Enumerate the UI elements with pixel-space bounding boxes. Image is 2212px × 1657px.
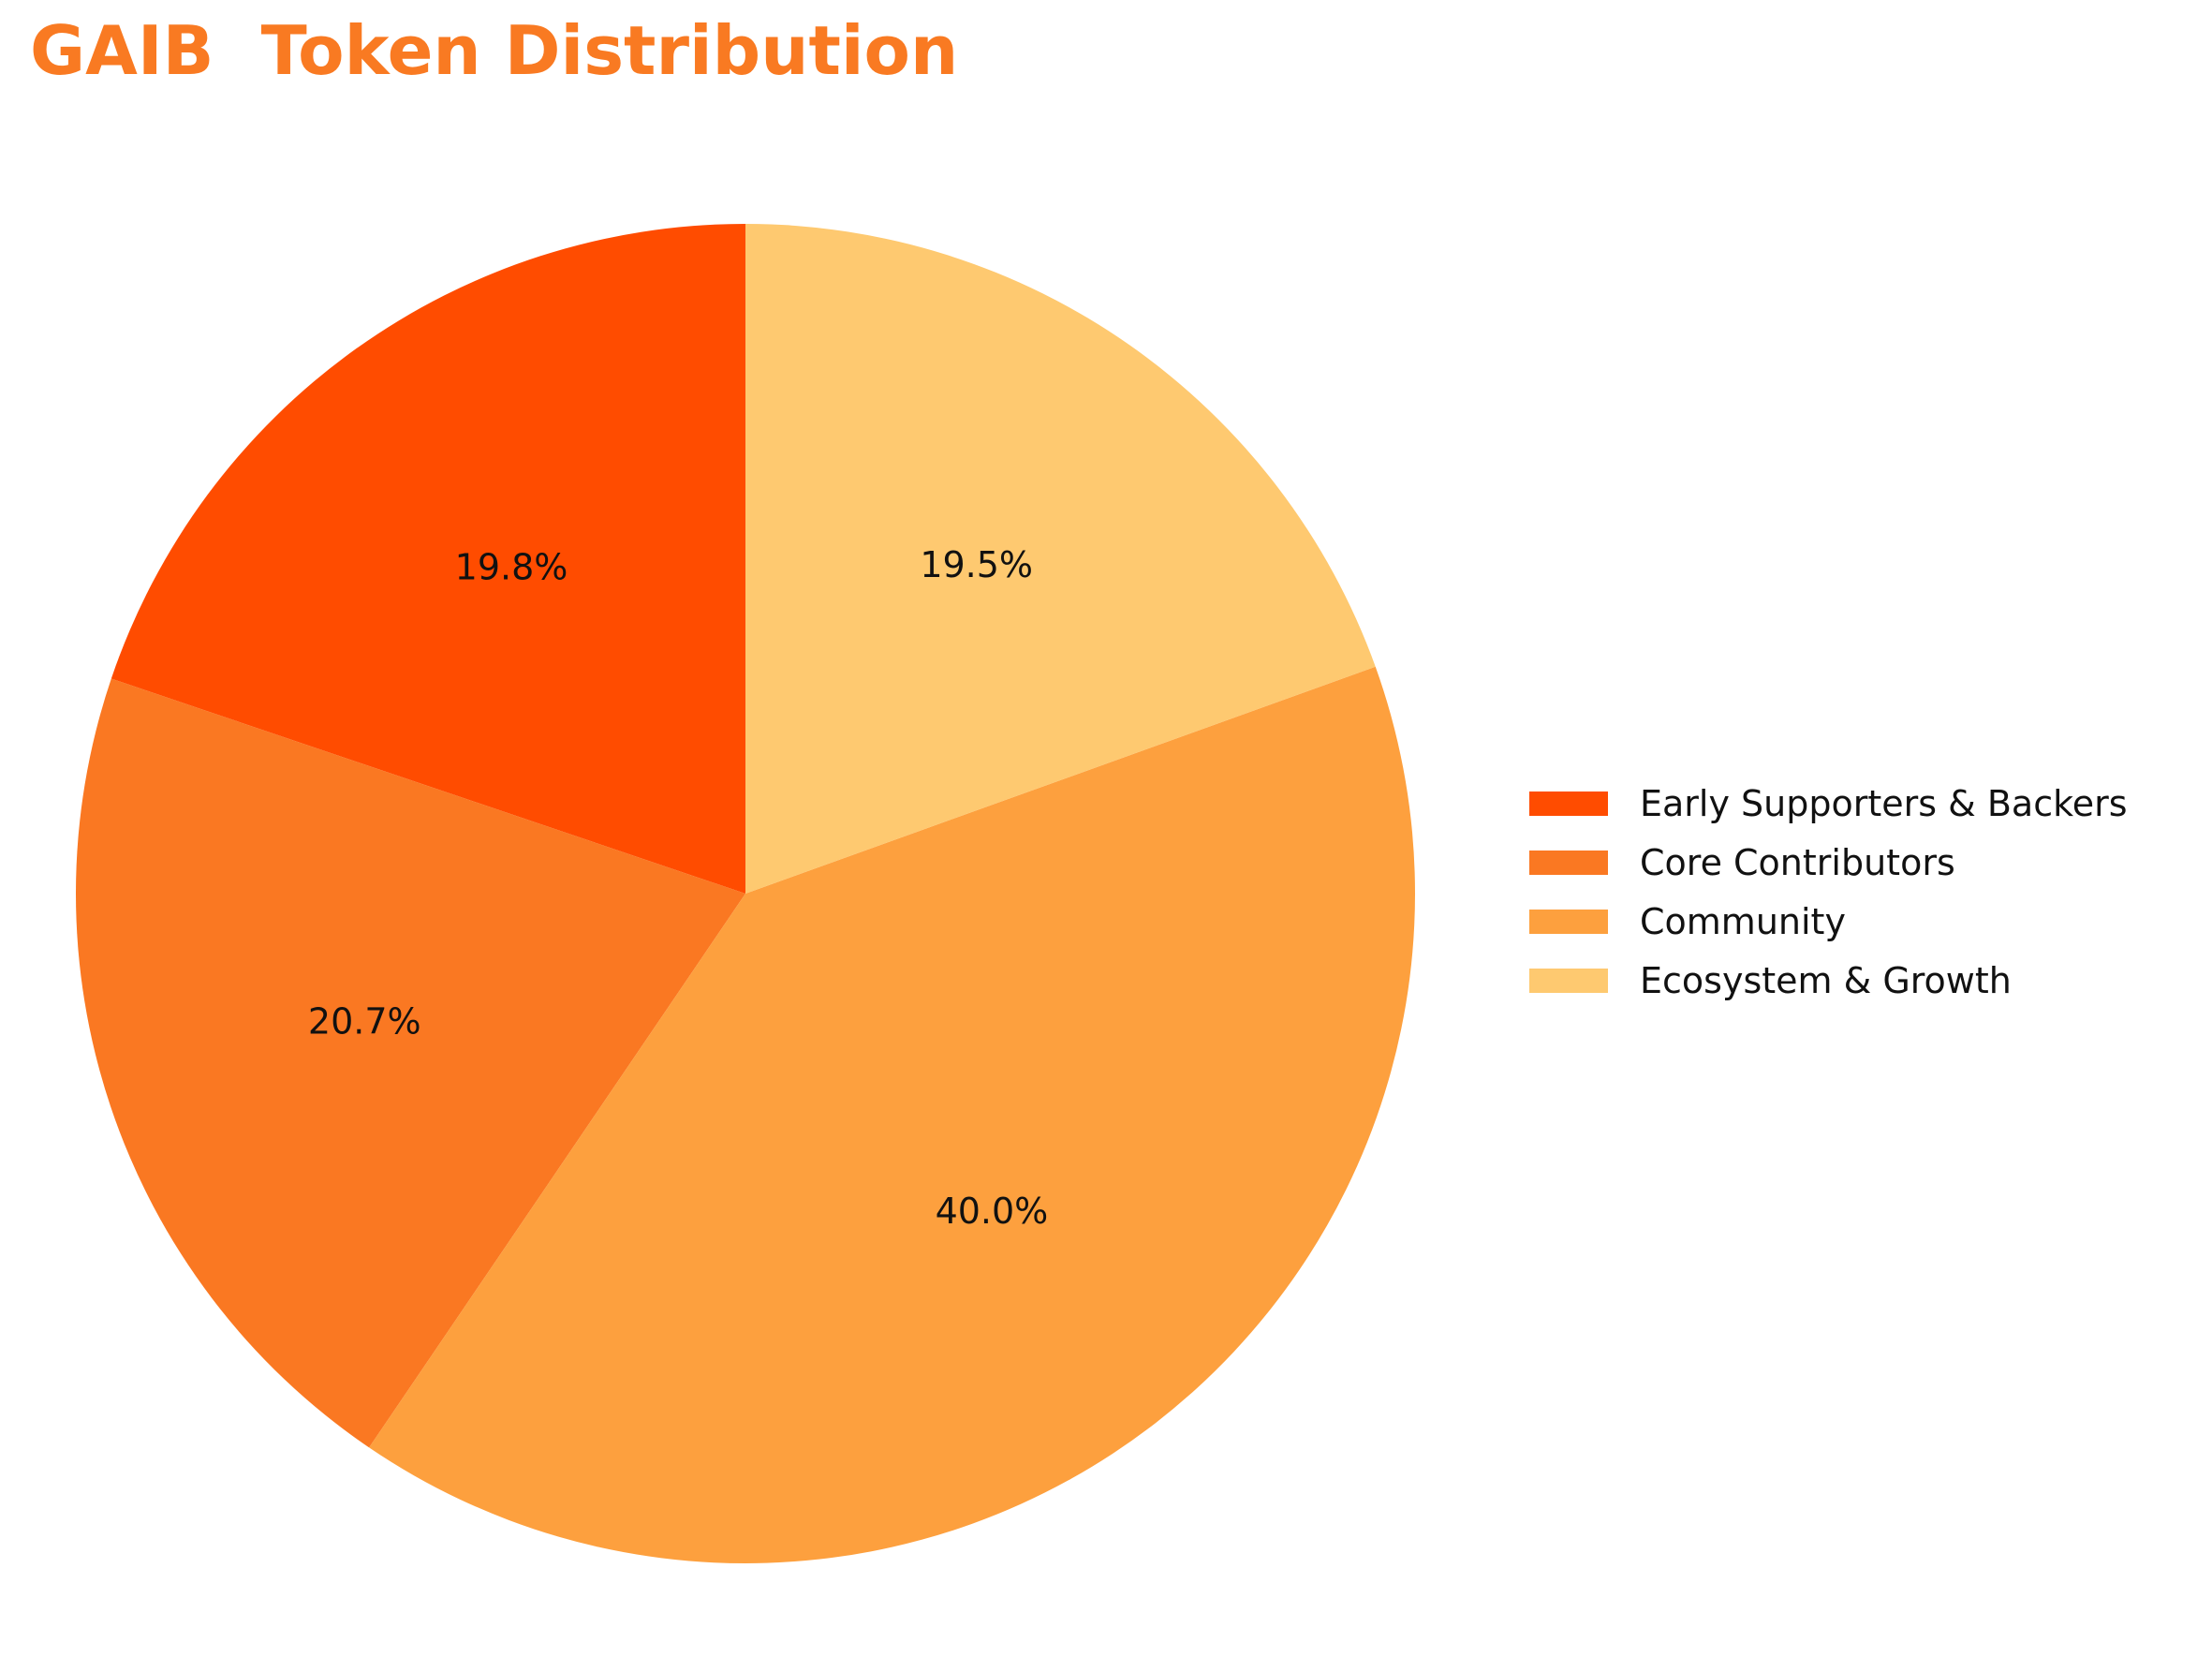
pie-label-core-contributors: 20.7%: [308, 1000, 421, 1042]
pie-label-ecosystem-growth: 19.5%: [920, 544, 1033, 585]
legend-label-core-contributors: Core Contributors: [1640, 842, 1955, 883]
legend-label-community: Community: [1640, 901, 1846, 942]
pie-label-community: 40.0%: [936, 1191, 1049, 1232]
pie-percent-labels: 19.8% 20.7% 40.0% 19.5%: [308, 544, 1048, 1232]
legend-swatch-core-contributors: [1529, 851, 1608, 875]
chart-title: GAIB Token Distribution: [30, 11, 959, 90]
pie-slice-ecosystem-growth: [745, 224, 1376, 894]
legend-swatch-ecosystem-growth: [1529, 969, 1608, 993]
pie-slice-early-supporters-backers: [111, 224, 746, 894]
pie-slice-core-contributors: [75, 678, 745, 1448]
pie-slice-community: [369, 666, 1415, 1564]
legend-label-early-supporters-backers: Early Supporters & Backers: [1640, 783, 2128, 824]
legend: Early Supporters & Backers Core Contribut…: [1529, 783, 2128, 1001]
pie-label-early-supporters-backers: 19.8%: [455, 546, 568, 587]
legend-swatch-early-supporters-backers: [1529, 792, 1608, 816]
legend-swatch-community: [1529, 910, 1608, 934]
legend-label-ecosystem-growth: Ecosystem & Growth: [1640, 960, 2012, 1001]
pie-slices: [75, 224, 1415, 1564]
